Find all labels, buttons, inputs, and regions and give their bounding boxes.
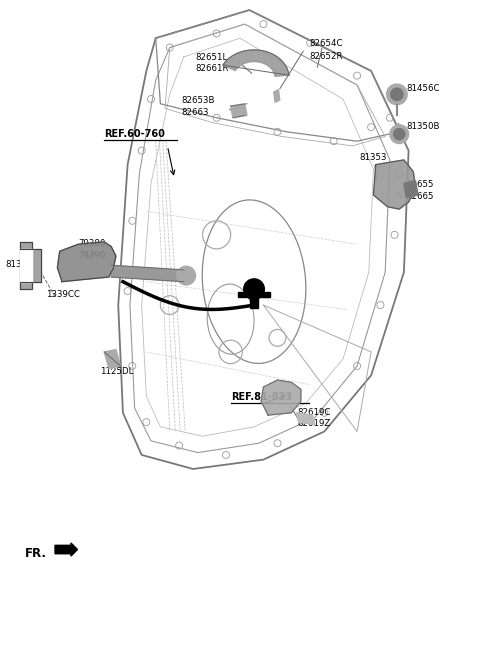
Text: REF.60-760: REF.60-760 [104, 129, 165, 139]
Circle shape [391, 88, 403, 101]
Polygon shape [58, 242, 116, 282]
Text: FR.: FR. [24, 547, 47, 560]
Polygon shape [104, 350, 120, 369]
Polygon shape [223, 50, 289, 76]
Polygon shape [373, 160, 416, 209]
Text: 82665: 82665 [406, 192, 434, 201]
Polygon shape [230, 104, 247, 118]
Text: 82651L: 82651L [195, 53, 228, 62]
Circle shape [394, 129, 405, 140]
Polygon shape [111, 265, 184, 282]
Text: 1339CC: 1339CC [46, 290, 80, 300]
Circle shape [386, 84, 407, 104]
Text: 1125DL: 1125DL [100, 367, 134, 376]
Polygon shape [296, 413, 315, 424]
Polygon shape [20, 242, 41, 288]
Circle shape [390, 125, 408, 143]
Text: 82653B: 82653B [181, 96, 215, 104]
Polygon shape [250, 297, 258, 308]
FancyArrow shape [55, 543, 77, 556]
Text: 82655: 82655 [406, 180, 434, 189]
Text: 81335: 81335 [6, 260, 33, 269]
Polygon shape [404, 181, 418, 197]
Text: 81456C: 81456C [406, 84, 440, 93]
Text: 82652R: 82652R [309, 52, 343, 60]
Text: 79390: 79390 [78, 251, 106, 260]
Text: 81353: 81353 [360, 153, 387, 162]
Polygon shape [238, 292, 270, 297]
Polygon shape [274, 89, 280, 102]
Polygon shape [261, 380, 301, 415]
Text: 79380: 79380 [78, 239, 106, 248]
Text: 82619C: 82619C [297, 407, 331, 417]
Polygon shape [20, 249, 32, 282]
Circle shape [244, 279, 264, 300]
Text: 82654C: 82654C [309, 39, 343, 49]
Circle shape [177, 266, 195, 285]
Text: 81350B: 81350B [406, 122, 440, 131]
Text: 82661R: 82661R [195, 64, 229, 74]
Text: REF.81-823: REF.81-823 [230, 392, 292, 403]
Text: 82619Z: 82619Z [297, 419, 330, 428]
Text: 82663: 82663 [181, 108, 209, 117]
